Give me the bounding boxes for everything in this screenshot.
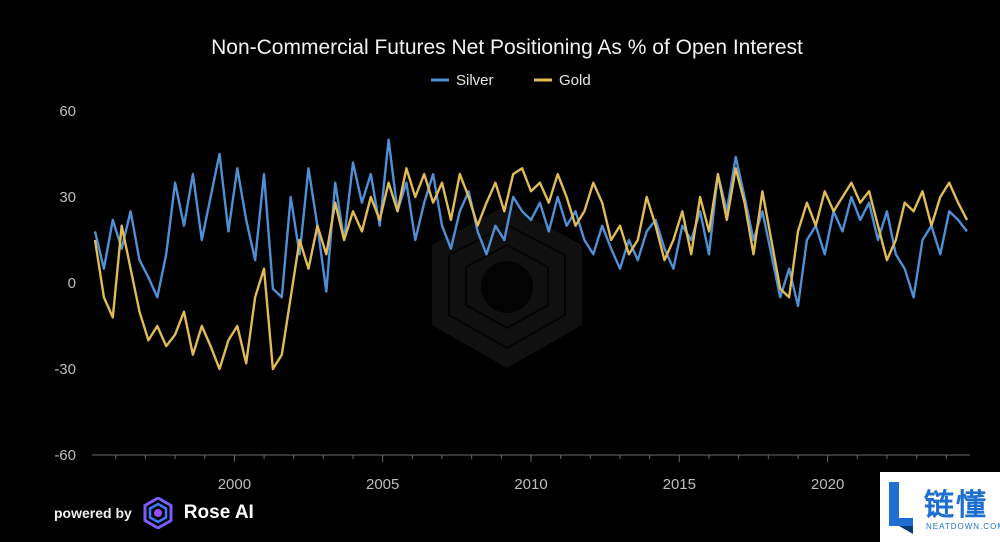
y-tick-label: -60 [54, 447, 76, 464]
y-tick-label: -30 [54, 361, 76, 378]
x-axis: 2000 2005 2010 2015 2020 [92, 454, 970, 493]
series-line-gold [93, 167, 969, 371]
legend-label-gold: Gold [559, 72, 591, 89]
rose-ai-logo-icon [143, 497, 173, 529]
legend: Silver Gold [431, 72, 591, 89]
watermark-logo-icon [889, 482, 913, 534]
x-tick-label: 2015 [663, 476, 696, 493]
watermark-chinese-text: 链懂 [924, 488, 988, 523]
x-tick-label: 2000 [218, 476, 251, 493]
brand-name: Rose AI [183, 502, 254, 523]
y-tick-label: 60 [59, 103, 76, 120]
x-tick-label: 2020 [811, 476, 844, 493]
x-tick-label: 2005 [366, 476, 399, 493]
series-line-silver [93, 138, 968, 308]
y-tick-label: 0 [68, 275, 76, 292]
chart-title: Non-Commercial Futures Net Positioning A… [211, 36, 803, 59]
y-axis: 60 30 0 -30 -60 [54, 103, 76, 464]
watermark-url-text: NEATDOWN.COM [926, 522, 1000, 531]
site-watermark: 链懂 NEATDOWN.COM [880, 472, 1000, 542]
y-tick-label: 30 [59, 189, 76, 206]
footer: powered by Rose AI [54, 497, 254, 529]
powered-by-label: powered by [54, 505, 132, 521]
legend-label-silver: Silver [456, 72, 494, 89]
x-tick-label: 2010 [514, 476, 547, 493]
series-layer [93, 138, 969, 371]
background-watermark-icon [432, 205, 582, 368]
